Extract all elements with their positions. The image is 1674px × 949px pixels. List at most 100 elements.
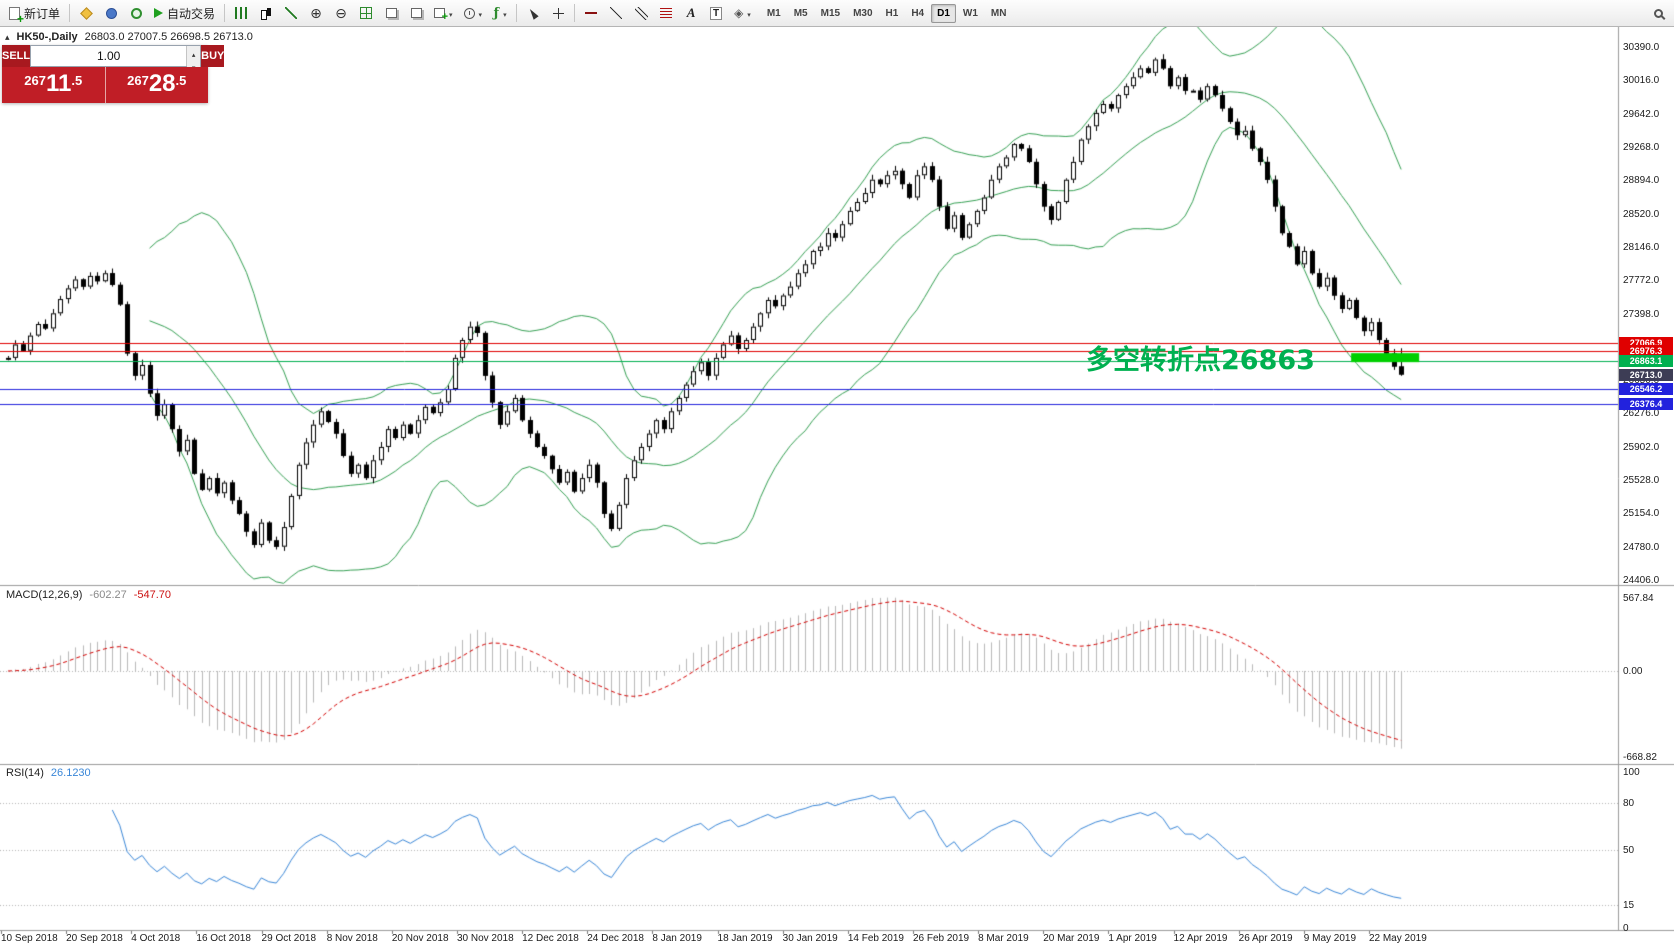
- cursor-tool-button[interactable]: [521, 2, 545, 24]
- timeframe-m15-button[interactable]: M15: [820, 7, 841, 19]
- timeframe-w1-button[interactable]: W1: [962, 7, 978, 19]
- collapse-arrow-icon[interactable]: [5, 31, 10, 43]
- date-axis-label: 24 Dec 2018: [587, 933, 644, 944]
- chevron-down-icon: [449, 6, 453, 20]
- tile-windows-button[interactable]: [354, 2, 378, 24]
- navigator-button[interactable]: [124, 2, 148, 24]
- date-axis-label: 30 Nov 2018: [456, 933, 514, 944]
- turning-point-annotation[interactable]: 多空转折点26863: [1086, 345, 1315, 376]
- macd-axis-label: -668.82: [1623, 751, 1657, 763]
- new-chart-button[interactable]: [429, 2, 458, 24]
- horizontal-line-tool-button[interactable]: [579, 2, 603, 24]
- fibonacci-tool-button[interactable]: [654, 2, 678, 24]
- symbol-label: HK50-,Daily: [16, 31, 78, 43]
- date-axis-label: 26 Feb 2019: [912, 933, 970, 944]
- price-level-tag: 26713.0: [1619, 368, 1673, 381]
- top-toolbar: 新订单 自动交易 A T M1 M5 M15 M30 H1 H4 D1 W1 MN: [0, 0, 1674, 27]
- volume-input[interactable]: [31, 46, 187, 66]
- market-watch-button[interactable]: [74, 2, 98, 24]
- channel-tool-button[interactable]: [629, 2, 653, 24]
- macd-main-value: -602.27: [89, 589, 127, 601]
- rsi-axis-label: 100: [1623, 767, 1640, 778]
- cascade-windows-icon: [385, 8, 397, 18]
- crosshair-tool-button[interactable]: [546, 2, 570, 24]
- date-axis-label: 4 Oct 2018: [131, 933, 181, 944]
- shapes-tool-button[interactable]: [729, 2, 756, 24]
- price-axis-label: 26650.0: [1623, 375, 1660, 387]
- timeframe-mn-button[interactable]: MN: [990, 7, 1007, 19]
- new-chart-icon: [434, 8, 448, 23]
- date-axis-label: 30 Jan 2019: [782, 933, 838, 944]
- timeframe-m1-button[interactable]: M1: [766, 7, 781, 19]
- cascade-windows-button[interactable]: [379, 2, 403, 24]
- price-axis[interactable]: 30390.0 30016.0 29642.0 29268.0 28894.0 28520…: [1618, 27, 1674, 934]
- volume-increase-button[interactable]: [187, 46, 201, 60]
- price-axis-label: 27772.0: [1623, 275, 1660, 287]
- indicators-icon: [494, 6, 500, 21]
- rsi-value: 26.1230: [50, 767, 91, 779]
- new-order-icon: [9, 6, 24, 25]
- sell-price-big: 11: [45, 70, 72, 97]
- toolbar-separator: [516, 4, 518, 22]
- price-axis-label: 28146.0: [1623, 241, 1660, 253]
- buy-price-frac: .5: [175, 73, 187, 88]
- price-axis-label: 29642.0: [1623, 108, 1660, 120]
- sell-header-button[interactable]: SELL: [2, 45, 31, 67]
- label-tool-button[interactable]: T: [704, 2, 728, 24]
- search-icon: [1653, 8, 1663, 18]
- data-window-button[interactable]: [99, 2, 123, 24]
- date-axis-label: 9 May 2019: [1303, 933, 1357, 944]
- date-axis-label: 29 Oct 2018: [261, 933, 317, 944]
- sell-price-prefix: 267: [24, 73, 46, 88]
- price-chart-canvas[interactable]: [0, 27, 1674, 949]
- new-order-button[interactable]: 新订单: [4, 2, 65, 25]
- buy-button[interactable]: 267 28 .5: [105, 67, 208, 103]
- buy-header-button[interactable]: BUY: [201, 45, 225, 67]
- search-button[interactable]: [1646, 2, 1670, 24]
- indicators-button[interactable]: [488, 2, 512, 24]
- navigator-icon: [130, 7, 142, 19]
- date-axis-label: 1 Apr 2019: [1108, 933, 1157, 944]
- date-axis-label: 22 May 2019: [1368, 933, 1427, 944]
- price-axis-label: 26276.0: [1623, 408, 1660, 420]
- toolbar-separator: [224, 4, 226, 22]
- timeframe-d1-button[interactable]: D1: [931, 3, 956, 23]
- price-axis-label: 30016.0: [1623, 75, 1660, 87]
- timeframe-toolbar: M1 M5 M15 M30 H1 H4 D1 W1 MN: [761, 3, 1013, 23]
- channel-icon: [634, 6, 648, 20]
- bar-chart-button[interactable]: [229, 2, 253, 24]
- text-tool-button[interactable]: A: [679, 2, 703, 24]
- date-axis[interactable]: 10 Sep 2018 20 Sep 2018 4 Oct 2018 16 Oct 2…: [0, 931, 1618, 949]
- tile-windows-icon: [360, 7, 373, 19]
- arrange-windows-button[interactable]: [404, 2, 428, 24]
- sell-button[interactable]: 267 11 .5: [2, 67, 106, 103]
- timeframe-h4-button[interactable]: H4: [911, 7, 925, 19]
- date-axis-label: 16 Oct 2018: [196, 933, 251, 944]
- timeframe-m5-button[interactable]: M5: [793, 7, 808, 19]
- new-order-label: 新订单: [24, 6, 61, 21]
- date-axis-label: 26 Apr 2019: [1238, 933, 1293, 944]
- candlestick-chart-icon: [260, 7, 273, 20]
- price-axis-label: 28520.0: [1623, 208, 1660, 220]
- price-level-tag: 26546.2: [1619, 383, 1673, 396]
- trendline-tool-button[interactable]: [604, 2, 628, 24]
- line-chart-button[interactable]: [279, 2, 303, 24]
- periods-button[interactable]: [459, 2, 488, 24]
- zoom-out-button[interactable]: [329, 2, 353, 24]
- chart-ohlc-header: HK50-,Daily 26803.0 27007.5 26698.5 2671…: [5, 31, 253, 43]
- ohlc-values: 26803.0 27007.5 26698.5 26713.0: [84, 31, 253, 43]
- autotrading-button[interactable]: 自动交易: [149, 2, 220, 24]
- macd-axis-label: 0.00: [1623, 666, 1643, 677]
- zoom-in-button[interactable]: [304, 2, 328, 24]
- rsi-axis-label: 80: [1623, 798, 1635, 810]
- date-axis-label: 18 Jan 2019: [717, 933, 773, 944]
- price-axis-label: 25154.0: [1623, 508, 1660, 520]
- label-tool-icon: T: [710, 6, 723, 20]
- chevron-down-icon: [479, 6, 483, 20]
- candlestick-chart-button[interactable]: [254, 2, 278, 24]
- price-axis-label: 30390.0: [1623, 42, 1660, 53]
- timeframe-h1-button[interactable]: H1: [885, 7, 899, 19]
- timeframe-m30-button[interactable]: M30: [853, 7, 873, 19]
- rsi-name: RSI(14): [6, 767, 44, 779]
- date-axis-label: 8 Nov 2018: [326, 933, 378, 944]
